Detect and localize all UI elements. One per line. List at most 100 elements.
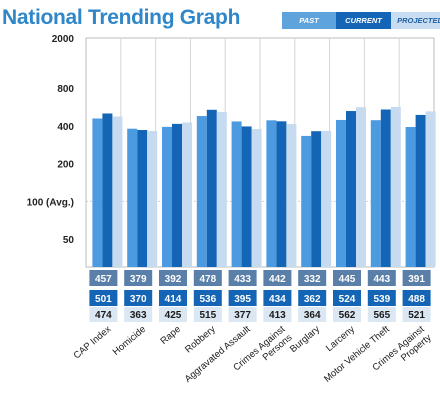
current-bar — [172, 123, 182, 267]
current-bar — [380, 109, 391, 267]
data-label: 562 — [339, 310, 356, 321]
past-value-cell — [298, 270, 327, 286]
x-tick-label: CAP Index — [72, 324, 114, 362]
projected-value-cell — [159, 307, 187, 322]
projected-value-cell — [367, 307, 396, 322]
current-bar — [346, 111, 356, 267]
x-tick-label: Homicide — [111, 324, 148, 358]
past-bar — [196, 116, 207, 268]
data-label: 395 — [234, 294, 251, 305]
projected-bar — [216, 111, 227, 267]
current-value-cell — [193, 290, 222, 306]
past-value-cell — [263, 270, 292, 286]
past-value-cell — [193, 270, 222, 286]
data-label: 377 — [234, 310, 251, 321]
projected-bar — [321, 130, 332, 267]
data-label: 413 — [269, 310, 286, 321]
data-label: 539 — [373, 294, 390, 305]
y-tick-label: 50 — [63, 235, 75, 246]
past-value-cell — [402, 270, 431, 286]
data-label: 363 — [130, 310, 147, 321]
past-value-cell — [124, 270, 153, 286]
data-label: 515 — [199, 310, 216, 321]
data-label: 565 — [373, 310, 390, 321]
data-label: 433 — [234, 274, 251, 285]
projected-value-cell — [402, 307, 431, 322]
projected-value-cell — [333, 307, 361, 322]
data-label: 391 — [408, 274, 425, 285]
data-label: 434 — [269, 294, 286, 305]
data-label: 521 — [408, 310, 425, 321]
projected-bar — [112, 116, 123, 267]
x-tick-label-line: Aggravated Assault — [183, 324, 253, 385]
data-label: 379 — [130, 274, 147, 285]
current-value-cell — [263, 290, 292, 306]
past-value-cell — [89, 270, 118, 286]
past-value-cell — [228, 270, 257, 286]
past-bar — [301, 135, 312, 267]
data-label: 443 — [373, 274, 390, 285]
projected-value-cell — [228, 307, 257, 322]
current-bar — [206, 109, 217, 267]
legend-current: CURRENT — [336, 12, 391, 29]
past-bar — [336, 119, 346, 267]
data-label: 392 — [165, 274, 182, 285]
x-tick-label-line: CAP Index — [72, 324, 114, 362]
current-bar — [311, 131, 322, 267]
data-label: 442 — [269, 274, 286, 285]
y-tick-label: 400 — [57, 122, 74, 133]
y-tick-label: 800 — [57, 84, 74, 95]
x-tick-label-line: Rape — [158, 324, 182, 347]
projected-bar — [182, 122, 192, 268]
current-value-cell — [333, 290, 361, 306]
x-tick-label-line: Homicide — [111, 324, 148, 358]
y-tick-label: 200 — [57, 160, 74, 171]
projected-bar — [356, 107, 366, 268]
current-bar — [415, 114, 426, 267]
data-label: 414 — [165, 294, 182, 305]
projected-bar — [147, 131, 158, 267]
projected-bar — [390, 106, 401, 267]
chart-title: National Trending Graph — [2, 6, 241, 29]
data-label: 488 — [408, 294, 425, 305]
x-tick-label: Aggravated Assault — [183, 324, 253, 385]
current-value-cell — [228, 290, 257, 306]
past-value-cell — [367, 270, 396, 286]
data-label: 474 — [95, 310, 112, 321]
legend-projected: PROJECTED — [391, 12, 440, 29]
data-label: 457 — [95, 274, 112, 285]
data-label: 478 — [199, 274, 216, 285]
data-label: 445 — [339, 274, 356, 285]
current-value-cell — [367, 290, 396, 306]
projected-value-cell — [298, 307, 327, 322]
past-bar — [266, 120, 277, 268]
data-label: 425 — [165, 310, 182, 321]
current-bar — [102, 113, 113, 267]
x-tick-label: Larceny — [324, 324, 357, 354]
past-bar — [162, 126, 172, 268]
data-label: 362 — [304, 294, 321, 305]
x-tick-label: Rape — [158, 324, 182, 347]
projected-value-cell — [89, 307, 118, 322]
legend-past: PAST — [282, 12, 336, 29]
current-value-cell — [124, 290, 153, 306]
y-tick-label: 2000 — [52, 34, 75, 45]
current-value-cell — [298, 290, 327, 306]
past-value-cell — [333, 270, 361, 286]
y-tick-label: 100 (Avg.) — [27, 197, 74, 208]
data-label: 524 — [339, 294, 356, 305]
data-label: 364 — [304, 310, 321, 321]
projected-value-cell — [193, 307, 222, 322]
projected-bar — [425, 111, 436, 267]
x-tick-label-line: Motor Vehicle Theft — [322, 324, 392, 385]
projected-value-cell — [263, 307, 292, 322]
current-bar — [276, 121, 287, 267]
data-label: 370 — [130, 294, 147, 305]
legend: PAST CURRENT PROJECTED — [282, 12, 440, 29]
data-label: 332 — [304, 274, 321, 285]
projected-bar — [251, 128, 262, 267]
current-bar — [137, 130, 148, 267]
current-bar — [241, 126, 252, 268]
past-bar — [231, 121, 242, 267]
past-bar — [127, 128, 138, 267]
